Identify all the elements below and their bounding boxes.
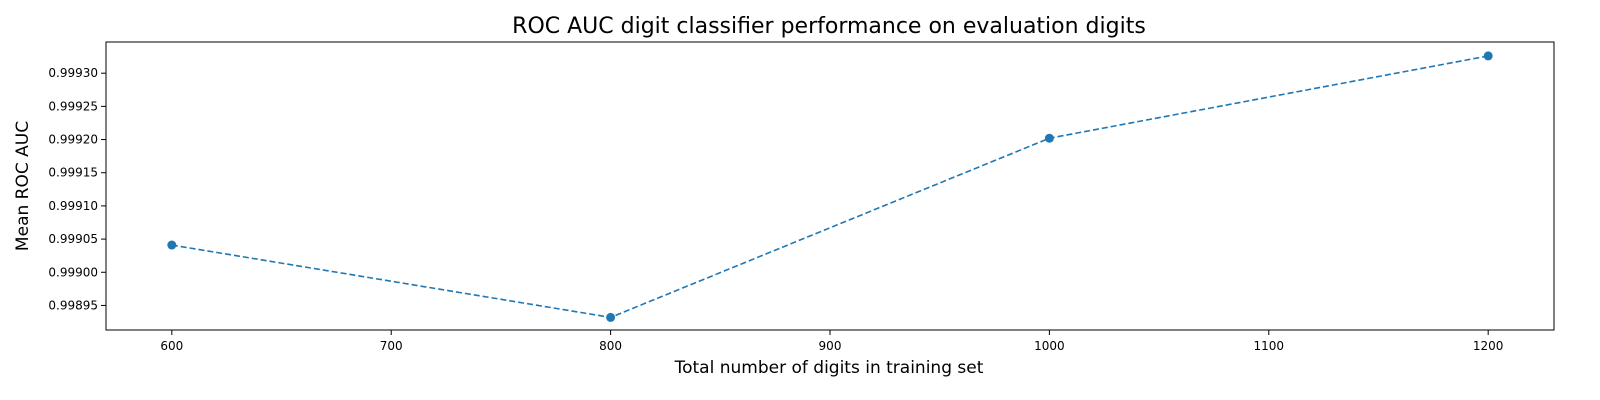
x-tick-label: 1100 [1254,339,1285,353]
y-tick-label: 0.99905 [48,232,98,246]
chart-title: ROC AUC digit classifier performance on … [512,14,1146,39]
x-tick-label: 800 [599,339,622,353]
y-tick-label: 0.99900 [48,265,98,279]
series-layer [167,51,1493,322]
data-point [606,312,616,322]
x-tick-label: 600 [160,339,183,353]
y-tick-label: 0.99920 [48,133,98,147]
x-axis: 600 700 800 900 1000 1100 1200 [160,330,1503,353]
x-tick-label: 1000 [1034,339,1065,353]
y-tick-label: 0.99930 [48,66,98,80]
y-tick-label: 0.99895 [48,298,98,312]
series-line [171,55,1489,319]
y-axis-label: Mean ROC AUC [13,121,33,251]
x-tick-label: 1200 [1473,339,1504,353]
y-axis: 0.99895 0.99900 0.99905 0.99910 0.99915 0.999… [48,66,106,312]
y-tick-label: 0.99910 [48,199,98,213]
y-tick-label: 0.99915 [48,166,98,180]
y-tick-label: 0.99925 [48,99,98,113]
data-point [1483,51,1493,61]
data-point [1044,133,1054,143]
data-point [167,240,177,250]
plot-area [105,41,1555,331]
x-axis-label: Total number of digits in training set [674,358,984,378]
x-tick-label: 700 [380,339,403,353]
x-tick-label: 900 [819,339,842,353]
